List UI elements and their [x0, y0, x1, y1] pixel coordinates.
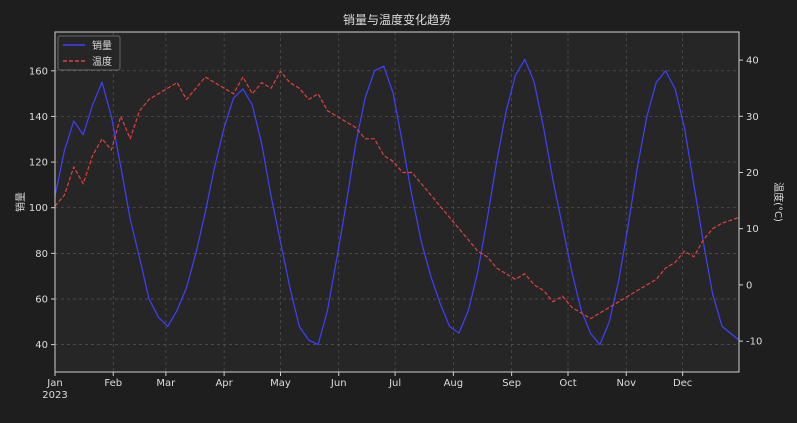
x-tick-label: Apr [215, 378, 233, 389]
y2-tick-label: 0 [746, 280, 752, 291]
x-tick-label: Nov [616, 378, 636, 389]
legend-label-temp: 温度 [92, 55, 112, 68]
y-tick-label: 60 [35, 294, 48, 305]
legend: 销量 温度 [57, 35, 121, 71]
x-tick-label: Jul [388, 378, 401, 389]
legend-label-sales: 销量 [92, 39, 112, 52]
plot-background [55, 32, 739, 372]
series-line-temp [54, 70, 740, 320]
y2-axis-label: 温度(°C) [772, 182, 785, 222]
x-tick-label: Mar [156, 378, 176, 389]
y-tick-label: 100 [29, 203, 48, 214]
x-tick-label: May [270, 378, 291, 389]
series-layer [54, 58, 740, 346]
y2-tick-label: -10 [746, 337, 762, 348]
y2-tick-label: 30 [746, 112, 759, 123]
x-tick-label: Oct [559, 378, 576, 389]
x-tick-label: Sep [502, 378, 521, 389]
x-year-label: 2023 [42, 390, 67, 401]
y-tick-label: 140 [29, 112, 48, 123]
y-tick-label: 80 [35, 249, 48, 260]
y-axis-label: 销量 [14, 192, 27, 212]
y-tick-label: 40 [35, 340, 48, 351]
y-tick-label: 120 [29, 158, 48, 169]
x-tick-label: Jan [46, 378, 62, 389]
y-tick-label: 160 [29, 66, 48, 77]
y2-tick-label: 40 [746, 56, 759, 67]
chart-title: 销量与温度变化趋势 [343, 12, 451, 27]
plot-frame [54, 31, 740, 373]
x-tick-label: Dec [673, 378, 692, 389]
axis-layer: Jan Feb Mar Apr May Jun Jul Aug Sep Oct Nov Dec 40 60… [29, 56, 762, 389]
x-tick-label: Aug [444, 378, 464, 389]
x-tick-label: Feb [104, 378, 122, 389]
x-tick-label: Jun [330, 378, 347, 389]
series-line-sales [54, 58, 740, 346]
y2-tick-label: 10 [746, 224, 759, 235]
y2-tick-label: 20 [746, 168, 759, 179]
